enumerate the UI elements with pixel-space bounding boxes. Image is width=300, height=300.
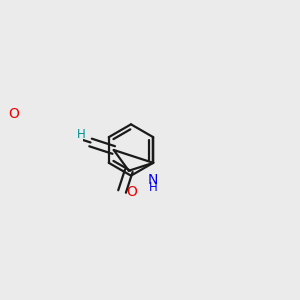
Text: O: O <box>8 107 19 121</box>
Text: O: O <box>126 184 137 199</box>
Text: H: H <box>77 128 86 141</box>
Text: H: H <box>149 182 158 194</box>
Text: N: N <box>148 173 158 187</box>
